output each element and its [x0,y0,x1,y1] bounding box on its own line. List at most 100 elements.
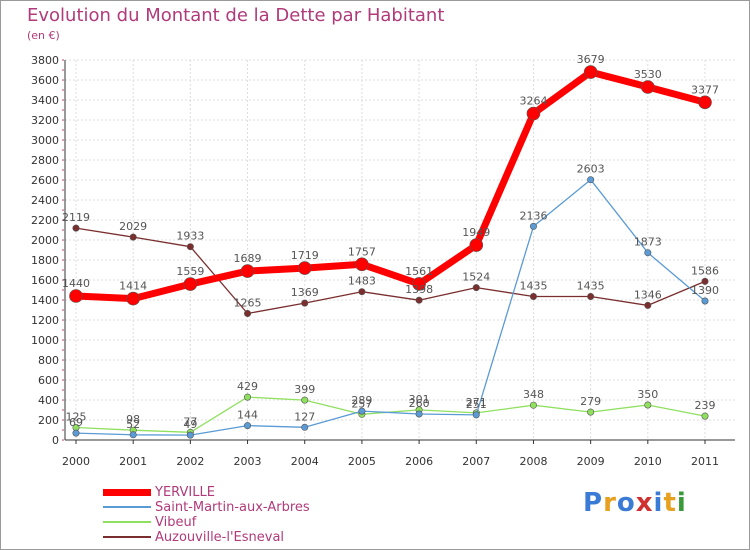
legend-label: Auzouville-l'Esneval [155,530,285,545]
data-point [126,291,140,306]
data-label: 1435 [577,280,605,293]
data-point [244,309,252,317]
data-point [69,289,83,303]
data-point [358,288,366,296]
data-label: 98 [126,413,140,426]
y-minor-tick [62,319,64,321]
data-label: 260 [409,397,430,410]
y-tick-label: 2600 [31,174,59,187]
y-minor-tick [62,59,64,61]
data-point [587,408,595,416]
data-label: 257 [351,397,372,410]
data-label: 49 [183,418,197,431]
data-point [72,429,80,437]
data-point [186,431,194,439]
y-minor-tick [62,409,64,411]
y-tick-label: 1600 [31,274,59,287]
x-tick-label: 2008 [519,455,547,468]
x-tick-label: 2007 [462,455,490,468]
logo-letter: t [663,488,677,518]
data-point [644,249,652,257]
y-minor-tick [62,339,64,341]
chart-subtitle: (en €) [27,29,60,42]
data-point [412,277,426,291]
x-tick-label: 2011 [691,455,719,468]
logo-letter: o [616,488,636,518]
series-line-1 [75,179,706,436]
y-tick-label: 1200 [31,314,59,327]
data-label: 1398 [405,283,433,296]
y-minor-tick [62,169,64,171]
data-label: 3264 [519,95,547,108]
data-label: 239 [695,399,716,412]
y-minor-tick [62,109,64,111]
data-label: 251 [466,398,487,411]
data-point [301,396,309,404]
logo-letter: P [583,488,604,518]
y-minor-tick [62,359,64,361]
data-label: 429 [237,380,258,393]
data-point [186,243,194,251]
data-point [472,284,480,292]
x-tick-label: 2006 [405,455,433,468]
data-label: 2603 [577,163,605,176]
x-tick-label: 2005 [348,455,376,468]
x-tick-label: 2001 [119,455,147,468]
y-minor-tick [62,239,64,241]
legend-swatch [103,536,151,538]
data-point [301,299,309,307]
y-minor-tick [62,129,64,131]
data-point [701,412,709,420]
y-tick-label: 1000 [31,334,59,347]
y-minor-tick [62,429,64,431]
logo-letter: x [635,488,654,518]
y-minor-tick [62,419,64,421]
y-tick-label: 2800 [31,154,59,167]
y-tick-label: 0 [52,434,59,447]
y-tick-label: 3600 [31,74,59,87]
y-tick-label: 2200 [31,214,59,227]
data-point [701,297,709,305]
data-point [297,261,312,275]
y-tick-label: 3000 [31,134,59,147]
data-point [415,296,423,304]
y-minor-tick [62,179,64,181]
data-label: 125 [66,411,87,424]
y-minor-tick [62,219,64,221]
data-point [358,407,366,415]
y-minor-tick [62,369,64,371]
data-label: 1873 [634,236,662,249]
data-point [583,65,598,79]
y-minor-tick [62,259,64,261]
data-label: 1346 [634,288,662,301]
y-minor-tick [62,69,64,71]
x-tick-label: 2003 [234,455,262,468]
data-label: 2136 [519,209,547,222]
logo-letter: i [653,488,664,518]
y-minor-tick [62,89,64,91]
y-minor-tick [62,119,64,121]
logo-letter: r [603,488,617,518]
data-point [587,292,595,300]
y-minor-tick [62,139,64,141]
data-label: 1440 [62,277,90,290]
data-label: 1435 [519,280,547,293]
x-tick-label: 2000 [62,455,90,468]
data-label: 1265 [234,297,262,310]
data-point [183,277,198,291]
data-label: 1369 [291,286,319,299]
data-label: 289 [351,394,372,407]
y-minor-tick [62,149,64,151]
data-label: 1719 [291,249,319,262]
data-label: 301 [409,393,430,406]
y-minor-tick [62,209,64,211]
data-label: 77 [183,415,197,428]
data-label: 1483 [348,275,376,288]
data-label: 1757 [348,245,376,258]
y-tick-label: 1800 [31,254,59,267]
y-minor-tick [62,289,64,291]
data-point [469,238,484,252]
y-minor-tick [62,299,64,301]
y-minor-tick [62,389,64,391]
y-minor-tick [62,189,64,191]
